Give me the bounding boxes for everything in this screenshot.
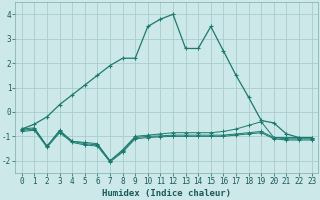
X-axis label: Humidex (Indice chaleur): Humidex (Indice chaleur) <box>102 189 231 198</box>
